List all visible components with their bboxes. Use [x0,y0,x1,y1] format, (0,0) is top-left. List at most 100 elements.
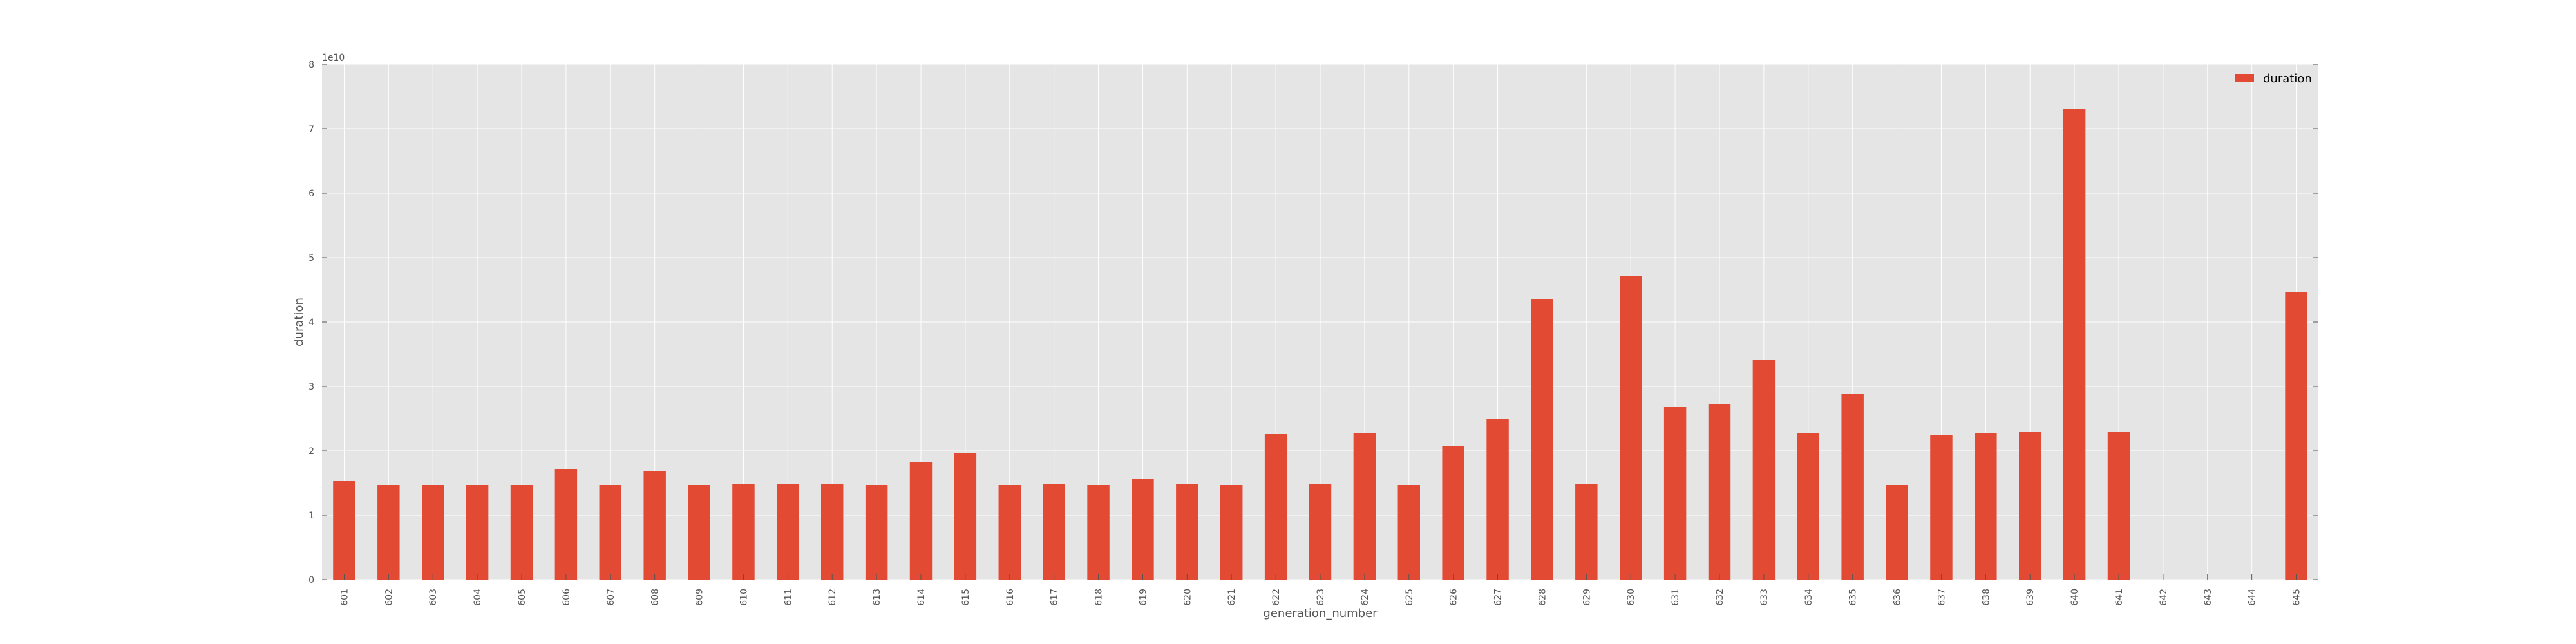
bar [643,471,666,580]
x-tick-label: 629 [1582,589,1592,606]
bar [466,485,489,580]
x-tick-label: 633 [1759,589,1770,606]
x-axis-label: generation_number [1263,607,1378,620]
bar [909,462,933,580]
x-tick-label: 623 [1316,589,1326,606]
x-tick-label: 643 [2203,589,2213,606]
legend-swatch [2235,74,2254,82]
x-tick-label: 618 [1094,589,1104,606]
x-tick-label: 638 [1981,589,1991,606]
bar [2107,432,2130,580]
bar [821,484,844,580]
bar [998,485,1021,580]
bar [1620,276,1642,580]
x-tick-label: 608 [650,589,661,606]
bar [1176,484,1198,580]
bar [1708,404,1731,580]
x-tick-label: 606 [562,589,572,606]
y-tick-label: 3 [308,382,314,392]
x-tick-label: 604 [473,589,483,606]
x-tick-label: 635 [1848,589,1859,606]
bar [1886,485,1908,580]
bar [1975,433,1997,580]
x-tick-label: 617 [1050,589,1060,606]
x-tick-label: 625 [1405,589,1415,606]
bar [732,484,755,580]
bar [954,453,977,580]
x-tick-label: 603 [428,589,439,606]
x-tick-label: 640 [2070,589,2080,606]
x-tick-label: 645 [2292,589,2302,606]
bar [599,485,621,580]
y-tick-label: 4 [308,317,314,328]
bar [377,485,400,580]
x-tick-label: 607 [606,589,616,606]
x-tick-label: 619 [1138,589,1148,606]
bar [554,469,578,580]
x-tick-label: 632 [1715,589,1725,606]
bars [333,109,2307,580]
bar [1220,485,1243,580]
x-tick-label: 622 [1271,589,1282,606]
x-tick-label: 616 [1005,589,1016,606]
y-axis-label: duration [292,298,306,346]
x-tick-label: 627 [1493,589,1504,606]
x-tick-label: 612 [828,589,838,606]
x-tick-label: 613 [872,589,882,606]
bar [688,485,710,580]
x-tick-label: 639 [2025,589,2036,606]
axis-ticks [322,64,2318,580]
y-tick-label: 1 [308,511,314,521]
bar [510,485,533,580]
bar [1663,407,1687,580]
x-tick-label: 621 [1227,589,1237,606]
x-tick-label: 636 [1893,589,1903,606]
x-tick-label: 609 [695,589,705,606]
bar [422,485,444,580]
x-tick-label: 628 [1537,589,1548,606]
x-tick-label: 601 [339,589,350,606]
bar [1309,484,1332,580]
y-tick-label: 8 [308,60,314,70]
bar [2019,432,2041,580]
bar [1531,299,1553,580]
bar [1575,484,1598,580]
x-tick-label: 644 [2248,589,2258,606]
x-tick-label: 642 [2159,589,2169,606]
x-tick-label: 624 [1360,589,1370,606]
y-tick-label: 6 [308,189,314,199]
x-tick-label: 634 [1804,589,1814,606]
x-tick-label: 602 [384,589,394,606]
bar [1397,485,1420,580]
bar [1752,360,1776,580]
x-tick-label: 610 [739,589,749,606]
bar [865,485,888,580]
bar [1132,479,1154,580]
x-tick-label: 631 [1671,589,1681,606]
x-tick-label: 630 [1626,589,1636,606]
legend-label: duration [2263,72,2312,86]
x-tick-label: 641 [2114,589,2125,606]
x-tick-label: 615 [961,589,971,606]
bar [1930,435,1953,580]
legend: duration [2235,72,2312,86]
bar [1087,485,1110,580]
bar [1264,434,1287,580]
bar [1442,446,1464,580]
y-tick-label: 5 [308,253,314,263]
x-tick-label: 637 [1937,589,1947,606]
y-tick-label: 2 [308,446,314,457]
x-tick-labels: 601 602 603 604 605 606 607 608 609 610 611 612 613 6… [339,589,2302,606]
bar [1043,484,1065,580]
bar [1797,433,1819,580]
y-tick-label: 7 [308,124,314,135]
y-multiplier-label: 1e10 [322,53,345,63]
bar [2063,109,2086,580]
bar [2285,292,2307,580]
y-tick-labels: 0 1 2 3 4 5 6 7 8 [308,60,314,585]
bar [333,481,355,580]
x-tick-label: 626 [1449,589,1459,606]
bar [1486,419,1509,580]
bar [777,484,799,580]
